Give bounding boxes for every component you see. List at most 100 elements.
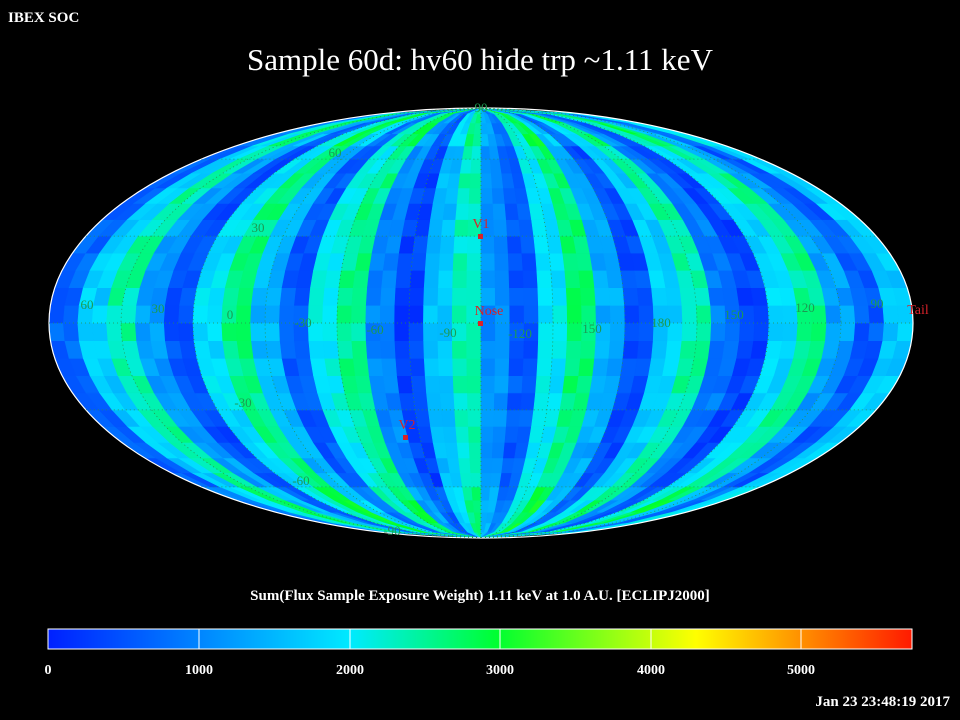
flux-pixel	[458, 172, 472, 189]
flux-pixel	[251, 287, 269, 306]
flux-pixel	[451, 340, 468, 359]
meridian-line	[480, 108, 842, 538]
flux-pixel	[49, 304, 66, 324]
flux-pixel	[492, 203, 507, 220]
meridian-line	[120, 108, 482, 538]
flux-pixel	[494, 287, 511, 306]
flux-pixel	[853, 322, 871, 342]
flux-pixel	[49, 322, 66, 342]
generation-timestamp: Jan 23 23:48:19 2017	[815, 694, 950, 710]
colorbar-tick-5000: 5000	[787, 663, 815, 678]
grid-label-lon-neg30: -30	[294, 315, 311, 330]
flux-pixel	[491, 442, 506, 459]
flux-pixel	[480, 357, 496, 377]
flux-pixel	[222, 340, 240, 359]
flux-pixel	[192, 322, 209, 342]
flux-pixel	[707, 287, 726, 306]
flux-pixel	[480, 472, 492, 488]
flux-pixel	[447, 457, 461, 474]
flux-pixel	[207, 322, 224, 342]
flux-pixel	[424, 375, 441, 394]
flux-pixel	[396, 375, 414, 394]
flux-pixel	[447, 172, 461, 189]
flux-pixel	[480, 486, 491, 501]
flux-pixel	[427, 219, 444, 237]
flux-pixel	[564, 269, 581, 289]
flux-pixel	[439, 235, 456, 254]
flux-pixel	[695, 322, 712, 342]
grid-label-lon-0: 0	[227, 307, 234, 322]
flux-pixel	[636, 287, 654, 306]
colorbar-tick-0: 0	[45, 663, 52, 678]
flux-pixel	[351, 322, 367, 342]
flux-pixel	[494, 252, 510, 271]
flux-pixel	[681, 304, 698, 324]
flux-pixel	[608, 287, 625, 306]
flux-pixel	[767, 304, 784, 324]
flux-pixel	[398, 235, 416, 254]
nose-marker	[478, 321, 483, 326]
flux-pixel	[381, 269, 398, 289]
flux-pixel	[427, 409, 444, 427]
grid-label-lat-60: 60	[329, 145, 342, 160]
flux-pixel	[753, 304, 770, 324]
graticule-grid	[49, 108, 913, 538]
flux-pixel	[522, 269, 539, 289]
flux-pixel	[491, 187, 506, 204]
flux-pixel	[504, 426, 520, 443]
flux-pixel	[430, 426, 446, 443]
flux-pixel	[521, 375, 538, 394]
grid-label-lat-neg30: -30	[234, 395, 251, 410]
flux-pixel	[336, 304, 353, 324]
flux-pixel	[408, 304, 424, 324]
flux-pixel	[455, 203, 470, 220]
flux-pixel	[493, 409, 508, 427]
flux-pixel	[480, 235, 495, 254]
flux-pixel	[438, 269, 454, 289]
flux-pixel	[490, 457, 504, 474]
grid-label-lon-120: 120	[795, 300, 815, 315]
flux-pixel	[578, 269, 595, 289]
flux-pixel	[550, 357, 567, 377]
flux-pixel	[409, 357, 426, 377]
flux-pixel	[409, 269, 426, 289]
grid-label-lon-180: 180	[651, 315, 671, 330]
flux-pixel	[459, 158, 473, 174]
grid-label-lon-150a: 150	[582, 321, 602, 336]
flux-pixel	[324, 357, 342, 377]
flux-pixel	[308, 340, 326, 359]
flux-pixel	[396, 252, 414, 271]
v2-marker	[403, 435, 408, 440]
flux-pixel	[91, 322, 109, 342]
flux-pixel	[351, 304, 367, 324]
flux-pixel	[444, 442, 459, 459]
flux-pixel	[452, 252, 468, 271]
flux-pixel	[398, 392, 416, 411]
flux-pixel	[265, 340, 283, 359]
flux-pixel	[480, 252, 496, 271]
flux-pixel	[77, 322, 94, 342]
flux-pixel	[456, 442, 471, 459]
flux-pixel	[367, 357, 384, 377]
flux-pixel	[825, 304, 842, 324]
flux-pixel	[722, 340, 740, 359]
flux-pixel	[322, 287, 340, 306]
flux-pixel	[468, 426, 482, 443]
flux-pixel	[679, 287, 697, 306]
flux-pixel	[695, 304, 712, 324]
flux-pixel	[825, 322, 842, 342]
flux-pixel	[454, 219, 469, 237]
flux-pixel	[472, 499, 482, 513]
flux-pixel	[441, 409, 457, 427]
flux-pixel	[622, 340, 640, 359]
flux-pixel	[444, 187, 459, 204]
flux-pixel	[423, 340, 439, 359]
flux-pixel	[455, 426, 470, 443]
flux-pixel	[506, 235, 523, 254]
flux-pixel	[264, 322, 281, 342]
flux-pixel	[322, 304, 338, 324]
flux-pixel	[466, 375, 482, 394]
flux-pixel	[120, 304, 137, 324]
flux-pixel	[365, 340, 382, 359]
flux-pixel	[469, 172, 482, 189]
